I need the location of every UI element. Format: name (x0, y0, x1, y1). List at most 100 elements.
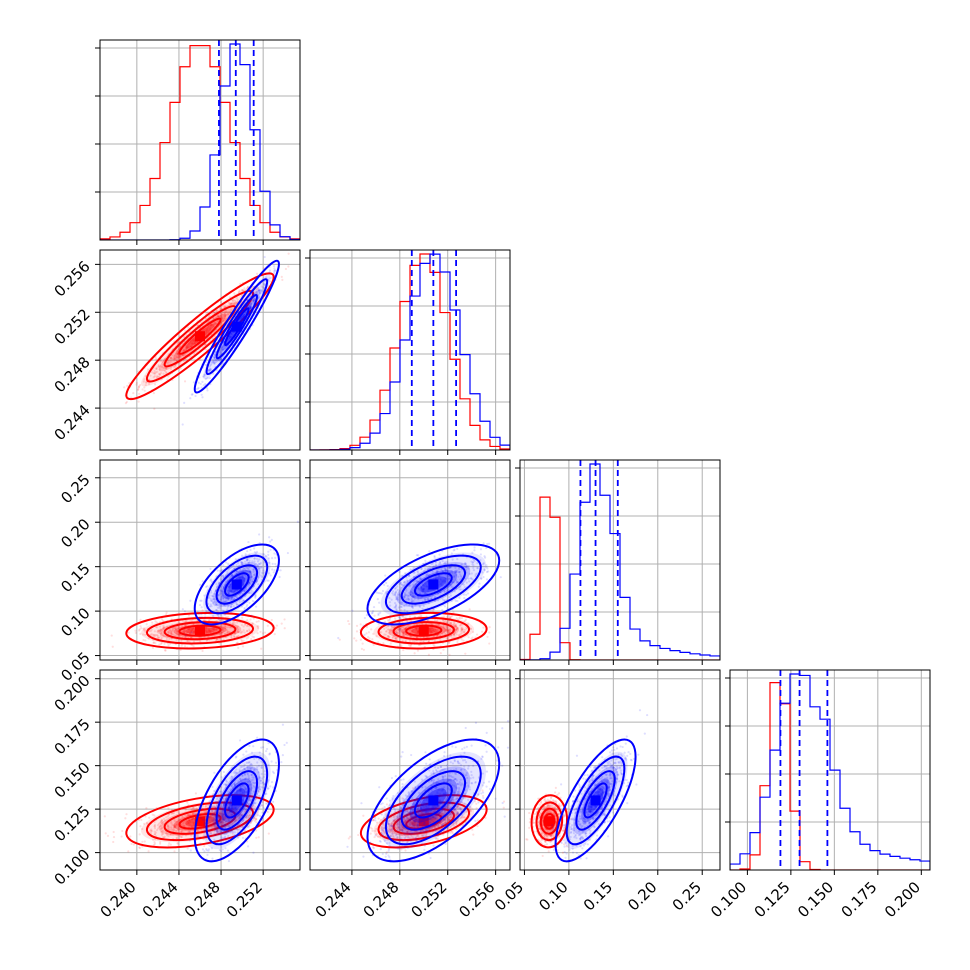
scatter-point (442, 625, 445, 628)
scatter-point (244, 311, 247, 314)
scatter-point (415, 628, 418, 631)
scatter-point (167, 844, 170, 847)
scatter-point (221, 626, 224, 630)
scatter-point (169, 367, 173, 371)
scatter-point (415, 554, 418, 557)
scatter-point (167, 644, 170, 647)
scatter-point (156, 634, 159, 637)
scatter-point (257, 289, 260, 292)
scatter-point (422, 569, 426, 573)
density-peak (418, 625, 429, 636)
scatter-point (363, 616, 366, 620)
scatter-point (399, 601, 402, 604)
scatter-point (441, 598, 444, 601)
scatter-point (176, 630, 179, 633)
scatter-point (237, 629, 240, 632)
scatter-point (239, 592, 242, 595)
scatter-point (395, 637, 398, 640)
scatter-point (245, 558, 248, 561)
scatter-point (212, 627, 215, 630)
scatter-point (235, 602, 238, 605)
scatter-point (404, 580, 407, 583)
scatter-point (394, 638, 397, 641)
scatter-point (246, 286, 249, 289)
scatter-point (418, 605, 421, 608)
scatter-point (218, 359, 221, 363)
scatter-point (236, 603, 239, 607)
scatter-point (470, 577, 473, 580)
scatter-point (387, 634, 390, 638)
scatter-point (463, 619, 466, 623)
scatter-point (263, 272, 267, 275)
scatter-point (204, 317, 207, 321)
scatter-point (194, 792, 198, 795)
scatter-point (228, 302, 231, 305)
scatter-point (208, 376, 211, 380)
scatter-point (403, 594, 406, 597)
scatter-point (226, 586, 229, 589)
scatter-point (395, 636, 398, 640)
scatter-point (455, 624, 458, 627)
scatter-point (480, 577, 483, 580)
scatter-point (258, 288, 261, 291)
scatter-point (224, 580, 227, 583)
scatter-point (159, 628, 162, 631)
scatter-point (449, 629, 452, 632)
scatter-point (444, 568, 447, 571)
scatter-point (473, 546, 476, 549)
scatter-point (424, 567, 427, 570)
scatter-point (193, 342, 196, 345)
scatter-point (229, 620, 232, 624)
scatter-point (236, 577, 239, 580)
scatter-point (199, 599, 202, 602)
scatter-point (175, 639, 178, 642)
scatter-point (239, 569, 242, 572)
scatter-point (191, 342, 194, 345)
scatter-point (213, 604, 216, 607)
scatter-point (179, 356, 182, 359)
scatter-point (403, 581, 406, 584)
scatter-point (259, 289, 262, 292)
scatter-point (178, 354, 182, 357)
scatter-point (139, 383, 142, 387)
scatter-point (230, 599, 233, 602)
scatter-point (435, 628, 438, 632)
scatter-point (201, 623, 204, 627)
scatter-point (175, 629, 178, 632)
scatter-point (216, 319, 219, 323)
scatter-point (230, 589, 233, 592)
scatter-point (241, 316, 245, 319)
scatter-point (271, 562, 274, 565)
scatter-point (135, 381, 138, 385)
scatter-point (274, 269, 277, 272)
scatter-point (394, 605, 398, 608)
scatter-point (178, 357, 181, 360)
scatter-point (383, 620, 387, 623)
scatter-point (226, 590, 229, 593)
scatter-point (249, 571, 252, 574)
scatter-point (224, 604, 227, 607)
scatter-point (415, 628, 418, 631)
scatter-point (232, 298, 235, 302)
scatter-point (480, 630, 484, 633)
scatter-point (396, 631, 399, 634)
scatter-point (397, 616, 400, 619)
scatter-point (167, 630, 170, 634)
scatter-point (166, 631, 169, 634)
scatter-point (272, 571, 275, 574)
scatter-point (472, 569, 475, 572)
scatter-point (150, 370, 153, 374)
scatter-point (450, 634, 453, 638)
scatter-point (162, 627, 165, 630)
scatter-point (399, 626, 402, 630)
scatter-point (431, 622, 434, 626)
scatter-point (213, 353, 217, 356)
scatter-point (372, 605, 376, 609)
scatter-point (160, 371, 163, 375)
scatter-point (217, 615, 221, 619)
scatter-point (428, 573, 431, 577)
scatter-point (192, 645, 195, 648)
scatter-point (243, 574, 246, 577)
scatter-point (227, 592, 230, 595)
scatter-point (143, 389, 146, 392)
